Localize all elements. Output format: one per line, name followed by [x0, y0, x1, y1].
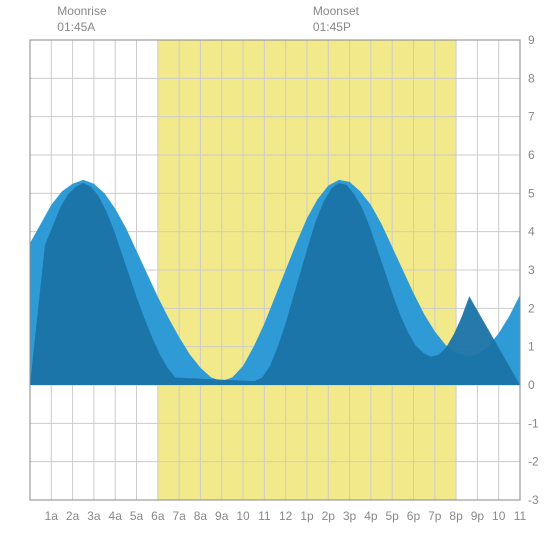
- x-tick-label: 9p: [471, 509, 485, 523]
- x-tick-label: 8a: [194, 509, 208, 523]
- y-tick-label: 8: [528, 71, 535, 85]
- y-tick-label: 4: [528, 225, 535, 239]
- y-tick-label: -1: [528, 416, 539, 430]
- y-tick-label: -3: [528, 493, 539, 507]
- x-tick-label: 6p: [407, 509, 421, 523]
- moonset-label: Moonset01:45P: [313, 4, 359, 35]
- x-tick-label: 2p: [322, 509, 336, 523]
- x-tick-label: 6a: [151, 509, 165, 523]
- x-tick-label: 2a: [66, 509, 80, 523]
- x-tick-label: 5a: [130, 509, 144, 523]
- x-tick-label: 9a: [215, 509, 229, 523]
- x-tick-label: 1p: [300, 509, 314, 523]
- y-tick-label: 6: [528, 148, 535, 162]
- y-tick-label: 0: [528, 378, 535, 392]
- y-tick-label: 3: [528, 263, 535, 277]
- header-time: 01:45P: [313, 20, 359, 36]
- x-tick-label: 3a: [87, 509, 101, 523]
- y-tick-label: 7: [528, 110, 535, 124]
- chart-svg: -3-2-101234567891a2a3a4a5a6a7a8a9a101112…: [0, 0, 550, 550]
- y-tick-label: 1: [528, 340, 535, 354]
- x-tick-label: 7a: [172, 509, 186, 523]
- x-tick-label: 11: [258, 509, 271, 523]
- x-tick-label: 7p: [428, 509, 442, 523]
- header-title: Moonset: [313, 4, 359, 20]
- y-tick-label: 9: [528, 33, 535, 47]
- x-tick-label: 10: [236, 509, 250, 523]
- y-tick-label: -2: [528, 455, 539, 469]
- x-tick-label: 8p: [449, 509, 463, 523]
- y-tick-label: 5: [528, 186, 535, 200]
- moonrise-label: Moonrise01:45A: [57, 4, 106, 35]
- x-tick-label: 10: [492, 509, 506, 523]
- x-tick-label: 3p: [343, 509, 357, 523]
- y-tick-label: 2: [528, 301, 535, 315]
- header-time: 01:45A: [57, 20, 106, 36]
- x-tick-label: 4a: [109, 509, 123, 523]
- tide-chart: -3-2-101234567891a2a3a4a5a6a7a8a9a101112…: [0, 0, 550, 550]
- x-tick-label: 4p: [364, 509, 378, 523]
- header-title: Moonrise: [57, 4, 106, 20]
- x-tick-label: 5p: [385, 509, 399, 523]
- x-tick-label: 11: [514, 509, 527, 523]
- x-tick-label: 12: [279, 509, 293, 523]
- x-tick-label: 1a: [45, 509, 59, 523]
